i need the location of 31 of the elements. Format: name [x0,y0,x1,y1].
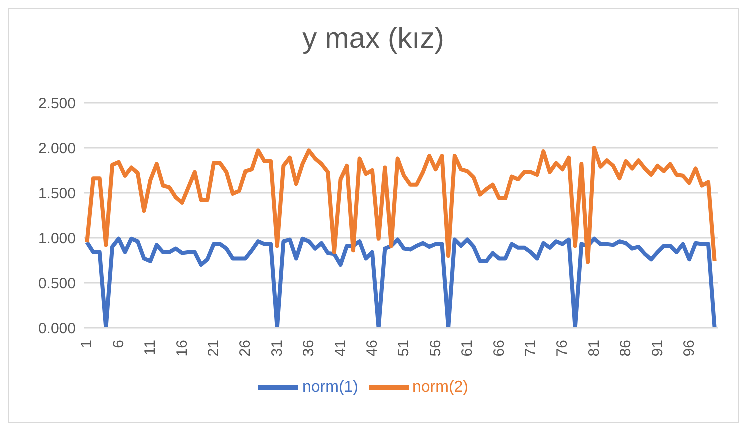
x-tick-label: 56 [427,340,444,357]
chart-title: y max (kız) [302,22,446,57]
x-tick-label: 86 [618,340,635,357]
y-tick-label: 1.000 [38,230,76,248]
x-tick-label: 21 [205,340,222,357]
x-tick-label: 51 [396,340,413,357]
x-tick-label: 16 [174,340,191,357]
x-tick-label: 31 [268,340,286,357]
legend-label: norm(1) [302,379,358,396]
x-tick-label: 6 [110,340,128,348]
legend-label: norm(2) [412,379,469,396]
y-tick-label: 2.500 [38,95,76,112]
x-tick-label: 66 [490,340,508,357]
x-tick-label: 1 [78,340,96,348]
x-tick-label: 91 [649,340,666,357]
x-tick-label: 46 [364,340,381,357]
x-tick-label: 61 [459,340,476,357]
x-tick-label: 76 [554,340,572,357]
line-series [85,146,717,264]
y-tick-label: 2.000 [38,140,76,158]
x-tick-label: 71 [522,340,540,357]
x-tick-label: 81 [586,340,603,357]
x-tick-label: 26 [237,340,254,357]
line-series [85,236,717,328]
x-tick-label: 41 [332,340,350,357]
x-tick-label: 11 [142,340,160,356]
x-tick-label: 36 [300,340,318,357]
y-tick-label: 0.000 [38,320,76,338]
x-tick-label: 96 [680,340,698,357]
y-tick-label: 1.500 [38,185,76,202]
y-tick-label: 0.500 [38,275,76,292]
